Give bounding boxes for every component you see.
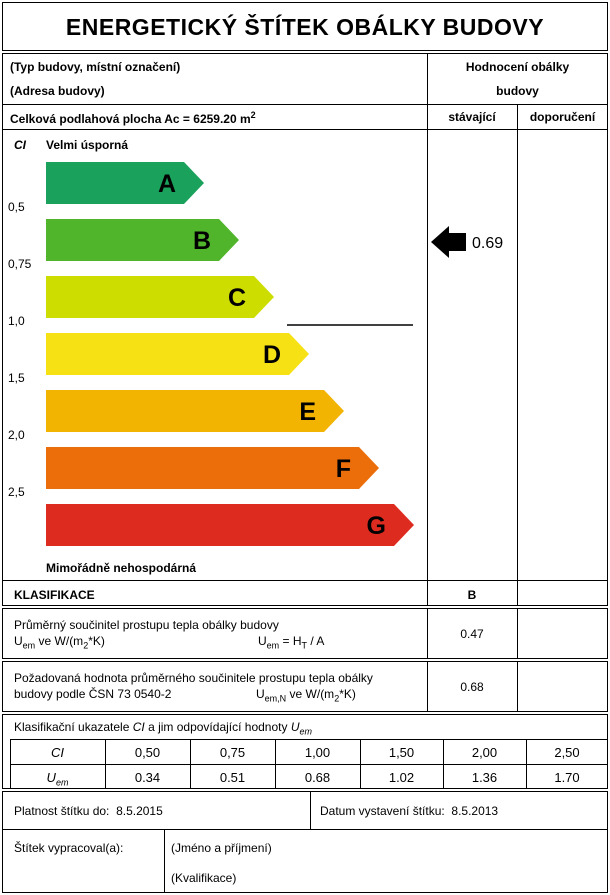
divider — [360, 739, 361, 789]
uem-cell: 1.70 — [554, 770, 580, 785]
ci-cell: 0,50 — [134, 745, 161, 760]
class-letter-g: G — [367, 512, 386, 540]
scale-top-label: Velmi úsporná — [46, 138, 129, 152]
ci-cell: 1,00 — [304, 745, 331, 760]
class-letter-f: F — [336, 455, 351, 483]
class-letter-d: D — [263, 341, 281, 369]
divider — [427, 661, 428, 712]
ci-tick: 2,0 — [8, 428, 25, 442]
class-letter-c: C — [228, 284, 246, 312]
ci-row-label: CI — [51, 745, 64, 760]
req-u-row — [2, 661, 608, 712]
class-letter-a: A — [158, 170, 176, 198]
col-recommended-header: doporučení — [529, 110, 596, 124]
class-table — [2, 714, 608, 789]
divider — [443, 739, 444, 789]
footer-box — [2, 791, 608, 893]
class-letter-b: B — [193, 227, 211, 255]
classification-row — [2, 581, 608, 606]
issued: Datum vystavení štítku: 8.5.2013 — [320, 804, 499, 818]
req-u-description: Požadovaná hodnota průměrného součinitel… — [14, 671, 373, 685]
ci-label: CI — [14, 138, 26, 152]
divider — [105, 739, 106, 789]
class-arrow-f — [46, 447, 379, 489]
divider — [517, 581, 518, 606]
title-box: ENERGETICKÝ ŠTÍTEK OBÁLKY BUDOVY — [2, 2, 608, 51]
avg-u-description: Průměrný součinitel prostupu tepla obálk… — [14, 618, 279, 632]
divider — [517, 104, 518, 581]
divider — [427, 608, 428, 659]
uem-row-label: Uem — [46, 770, 69, 788]
building-address: (Adresa budovy) — [10, 84, 105, 98]
current-value: 0.69 — [472, 235, 503, 252]
class-arrow-g — [46, 504, 414, 546]
rating-header-2: budovy — [496, 84, 539, 98]
ci-cell: 1,50 — [388, 745, 415, 760]
class-arrow-a — [46, 162, 204, 204]
scale-bottom-label: Mimořádně nehospodárná — [46, 561, 197, 575]
divider — [2, 104, 427, 105]
author-name: (Jméno a příjmení) — [171, 841, 272, 855]
label-main-box — [2, 53, 608, 581]
uem-cell: 0.68 — [304, 770, 331, 785]
req-u-units: Uem,N ve W/(m2*K) — [256, 687, 356, 704]
page-title: ENERGETICKÝ ŠTÍTEK OBÁLKY BUDOVY — [65, 14, 545, 40]
divider — [275, 739, 276, 789]
class-arrow-b — [46, 219, 239, 261]
divider — [517, 608, 518, 659]
divider — [190, 739, 191, 789]
uem-cell: 0.34 — [134, 770, 161, 785]
divider — [2, 829, 608, 830]
avg-u-formula: Uem = HT / A — [258, 634, 325, 651]
divider — [10, 739, 608, 740]
class-arrow-d — [46, 333, 309, 375]
ci-cell: 0,75 — [219, 745, 246, 760]
ci-tick: 0,5 — [8, 200, 25, 214]
avg-u-row — [2, 608, 608, 659]
ci-tick: 2,5 — [8, 485, 25, 499]
ci-tick: 1,5 — [8, 371, 25, 385]
issued-date: 8.5.2013 — [451, 804, 499, 818]
avg-u-units: Uem ve W/(m2*K) — [14, 634, 105, 651]
divider — [10, 739, 11, 789]
uem-cell: 1.02 — [388, 770, 415, 785]
ci-tick: 1,0 — [8, 314, 25, 328]
class-table-caption: Klasifikační ukazatele CI a jim odpovída… — [14, 720, 313, 737]
uem-cell: 1.36 — [471, 770, 498, 785]
divider — [310, 791, 311, 829]
validity-date: 8.5.2015 — [116, 804, 163, 818]
avg-u-value: 0.47 — [460, 627, 484, 641]
class-letter-e: E — [299, 398, 316, 426]
divider — [427, 53, 428, 581]
current-value-arrow-icon — [431, 226, 466, 258]
validity: Platnost štítku do: 8.5.2015 — [14, 804, 163, 818]
divider — [2, 129, 608, 130]
floor-area: Celková podlahová plocha Ac = 6259.20 m2 — [10, 110, 256, 126]
divider — [517, 661, 518, 712]
ci-cell: 2,50 — [554, 745, 580, 760]
class-arrow-c — [46, 276, 274, 318]
uem-cell: 0.51 — [219, 770, 246, 785]
req-u-value: 0.68 — [460, 680, 484, 694]
req-u-description-2: budovy podle ČSN 73 0540-2 — [14, 687, 172, 701]
author-qualification: (Kvalifikace) — [171, 871, 237, 885]
author-label: Štítek vypracoval(a): — [14, 841, 124, 855]
classification-label: KLASIFIKACE — [14, 588, 95, 602]
divider — [10, 764, 608, 765]
class-arrow-e — [46, 390, 344, 432]
building-type: (Typ budovy, místní označení) — [10, 60, 181, 74]
divider — [427, 581, 428, 606]
col-current-header: stávající — [448, 110, 496, 124]
classification-current: B — [467, 588, 477, 602]
divider — [164, 829, 165, 893]
rating-header: Hodnocení obálky — [465, 60, 570, 74]
ci-tick: 0,75 — [8, 257, 32, 271]
divider — [526, 739, 527, 789]
ci-cell: 2,00 — [471, 745, 498, 760]
